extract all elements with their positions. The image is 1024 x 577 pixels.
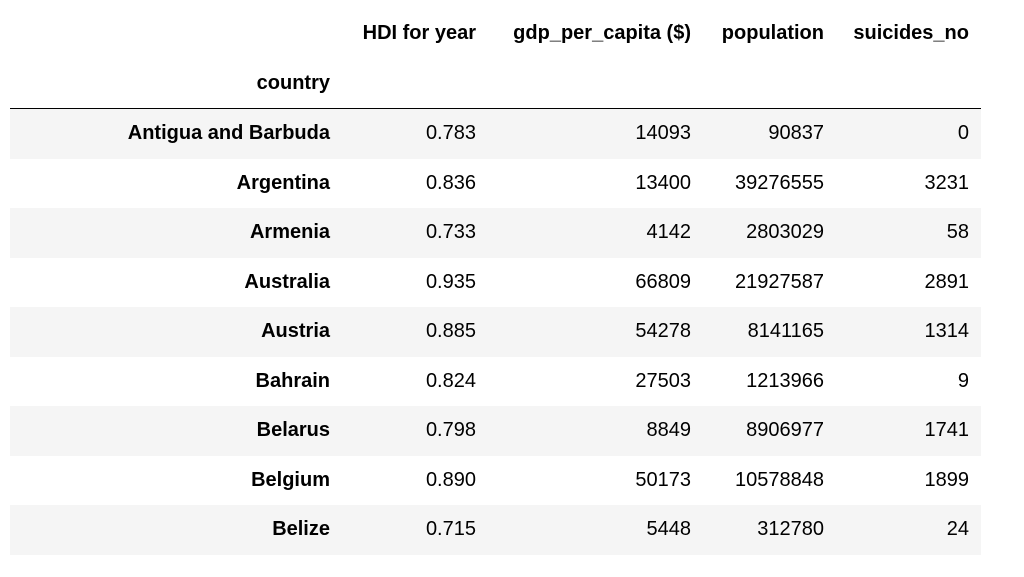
cell-population: 1213966 bbox=[746, 369, 824, 392]
cell-gdp-per-capita: 8849 bbox=[646, 419, 692, 441]
row-index-label: Australia bbox=[244, 270, 330, 293]
cell-suicides-no: 0 bbox=[957, 122, 969, 144]
cell-gdp-per-capita: 5448 bbox=[646, 518, 692, 540]
cell-hdi: 0.715 bbox=[425, 518, 476, 540]
column-header-row: HDI for year gdp_per_capita ($) populati… bbox=[10, 9, 981, 59]
row-index-label: Bahrain bbox=[255, 369, 330, 392]
table-row: Armenia 0.733 4142 2803029 58 bbox=[10, 208, 981, 258]
table-row: Belgium 0.890 50173 10578848 1899 bbox=[10, 455, 981, 505]
cell-hdi: 0.935 bbox=[425, 270, 476, 293]
table-body: Antigua and Barbuda 0.783 14093 90837 0 … bbox=[10, 108, 981, 555]
cell-suicides-no: 1741 bbox=[924, 419, 970, 441]
cell-gdp-per-capita: 13400 bbox=[635, 171, 691, 194]
cell-population: 8141165 bbox=[747, 320, 824, 342]
cell-suicides-no: 1314 bbox=[924, 320, 970, 342]
row-index-label: Argentina bbox=[236, 171, 330, 194]
cell-population: 2803029 bbox=[746, 221, 824, 243]
cell-population: 39276555 bbox=[735, 171, 824, 194]
table-row: Belize 0.715 5448 312780 24 bbox=[10, 505, 981, 555]
dataframe-table: HDI for year gdp_per_capita ($) populati… bbox=[10, 9, 981, 555]
table-row: Argentina 0.836 13400 39276555 3231 bbox=[10, 158, 981, 208]
cell-population: 312780 bbox=[757, 518, 824, 540]
cell-hdi: 0.836 bbox=[425, 171, 476, 194]
table-row: Australia 0.935 66809 21927587 2891 bbox=[10, 257, 981, 307]
index-header-blank bbox=[10, 9, 342, 59]
cell-hdi: 0.824 bbox=[425, 369, 476, 392]
cell-suicides-no: 24 bbox=[946, 518, 969, 540]
index-name-spacer bbox=[342, 59, 488, 109]
column-header-gdp-per-capita: gdp_per_capita ($) bbox=[513, 22, 691, 44]
cell-hdi: 0.890 bbox=[425, 468, 476, 491]
row-index-label: Austria bbox=[261, 320, 330, 342]
cell-hdi: 0.798 bbox=[425, 419, 476, 441]
cell-hdi: 0.733 bbox=[425, 221, 476, 243]
cell-gdp-per-capita: 50173 bbox=[635, 468, 691, 491]
index-name-spacer bbox=[703, 59, 836, 109]
cell-population: 8906977 bbox=[746, 419, 824, 441]
row-index-label: Belize bbox=[272, 518, 330, 540]
cell-suicides-no: 3231 bbox=[924, 171, 970, 194]
cell-population: 90837 bbox=[768, 122, 824, 144]
cell-population: 10578848 bbox=[735, 468, 824, 491]
cell-gdp-per-capita: 14093 bbox=[635, 122, 691, 144]
cell-population: 21927587 bbox=[735, 270, 824, 293]
cell-gdp-per-capita: 54278 bbox=[635, 320, 691, 342]
cell-suicides-no: 1899 bbox=[924, 468, 970, 491]
cell-suicides-no: 2891 bbox=[924, 270, 970, 293]
dataframe-output: HDI for year gdp_per_capita ($) populati… bbox=[10, 9, 981, 555]
table-row: Bahrain 0.824 27503 1213966 9 bbox=[10, 356, 981, 406]
cell-gdp-per-capita: 27503 bbox=[635, 369, 691, 392]
cell-suicides-no: 9 bbox=[957, 369, 969, 392]
row-index-label: Antigua and Barbuda bbox=[127, 122, 330, 144]
index-name-spacer bbox=[836, 59, 981, 109]
cell-gdp-per-capita: 66809 bbox=[635, 270, 691, 293]
row-index-label: Belarus bbox=[256, 419, 330, 441]
index-name-row: country bbox=[10, 59, 981, 109]
cell-hdi: 0.783 bbox=[425, 122, 476, 144]
column-header-population: population bbox=[721, 22, 824, 44]
index-name-header: country bbox=[256, 71, 330, 94]
index-name-spacer bbox=[488, 59, 703, 109]
table-row: Belarus 0.798 8849 8906977 1741 bbox=[10, 406, 981, 456]
cell-gdp-per-capita: 4142 bbox=[646, 221, 692, 243]
table-row: Austria 0.885 54278 8141165 1314 bbox=[10, 307, 981, 357]
cell-hdi: 0.885 bbox=[425, 320, 476, 342]
table-header: HDI for year gdp_per_capita ($) populati… bbox=[10, 9, 981, 109]
table-row: Antigua and Barbuda 0.783 14093 90837 0 bbox=[10, 108, 981, 159]
row-index-label: Armenia bbox=[249, 221, 330, 243]
column-header-hdi: HDI for year bbox=[362, 22, 476, 44]
column-header-suicides-no: suicides_no bbox=[853, 22, 969, 44]
row-index-label: Belgium bbox=[251, 468, 330, 491]
cell-suicides-no: 58 bbox=[946, 221, 969, 243]
